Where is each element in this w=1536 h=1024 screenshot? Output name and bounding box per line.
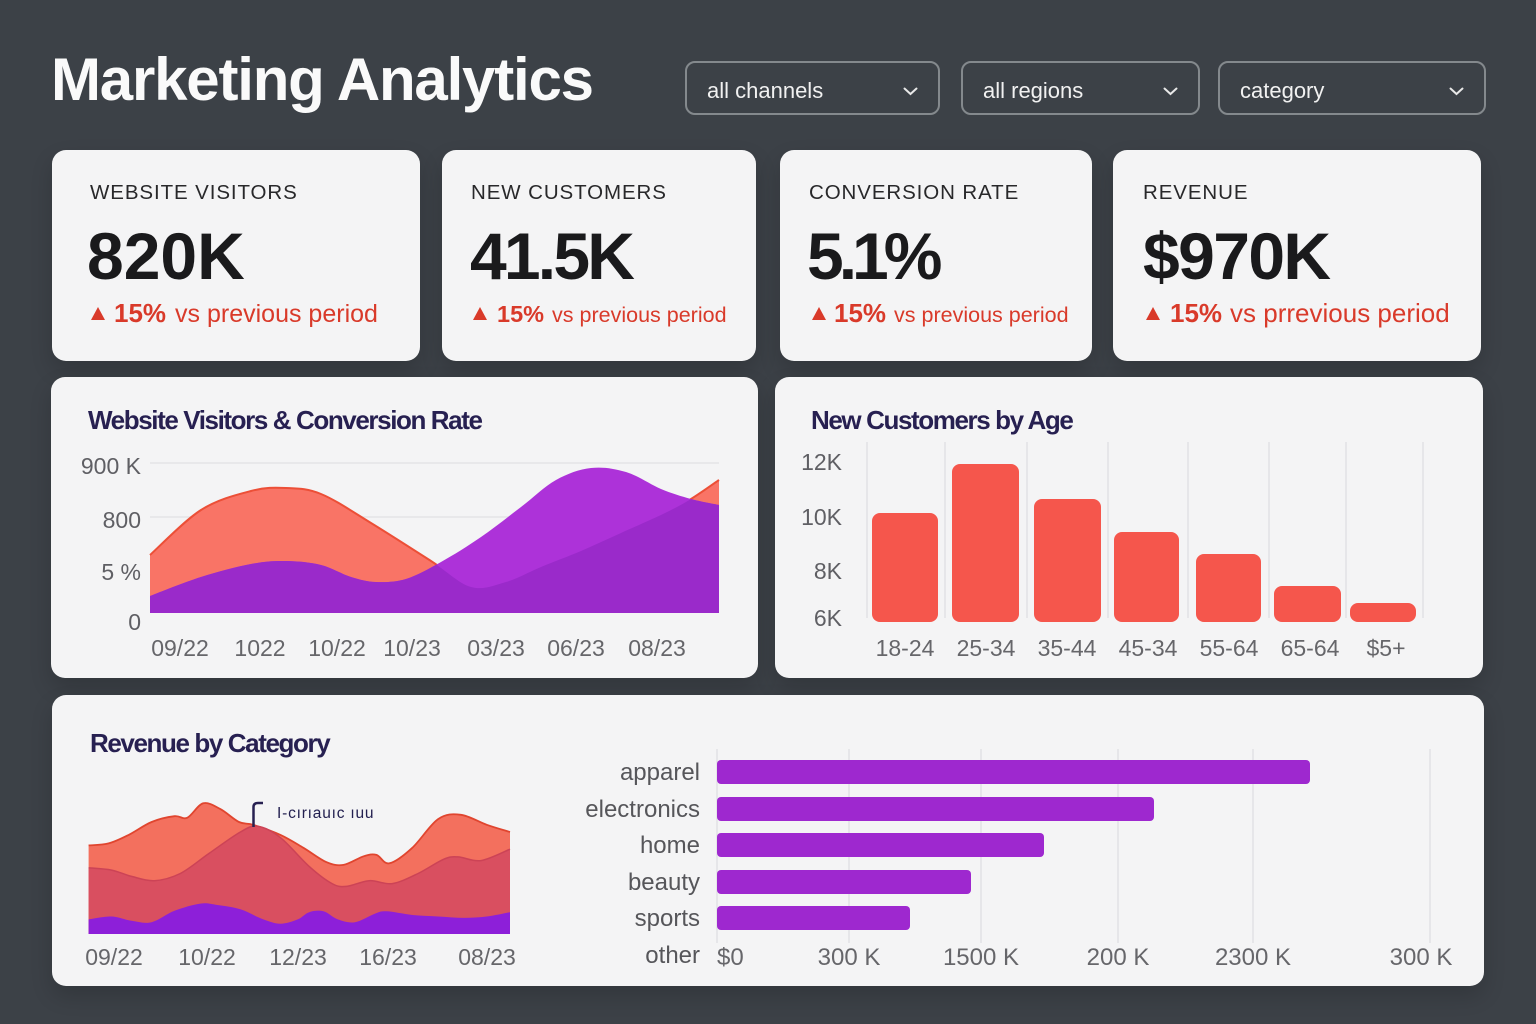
svg-text:I-cırıauıc ıuu: I-cırıauıc ıuu — [277, 805, 374, 822]
svg-text:06/23: 06/23 — [547, 635, 605, 661]
svg-text:$0: $0 — [717, 944, 744, 971]
svg-text:home: home — [640, 832, 700, 859]
svg-text:25-34: 25-34 — [957, 635, 1016, 661]
svg-text:200 K: 200 K — [1087, 944, 1150, 971]
svg-text:0: 0 — [128, 609, 141, 635]
svg-text:$5+: $5+ — [1366, 635, 1405, 661]
svg-text:300 K: 300 K — [1390, 944, 1453, 971]
svg-text:900 K: 900 K — [81, 453, 142, 479]
svg-text:35-44: 35-44 — [1038, 635, 1097, 661]
svg-text:12/23: 12/23 — [269, 944, 327, 970]
svg-text:6K: 6K — [814, 605, 843, 631]
svg-text:8K: 8K — [814, 558, 843, 584]
svg-text:apparel: apparel — [620, 759, 700, 786]
svg-text:12K: 12K — [801, 449, 843, 475]
svg-text:55-64: 55-64 — [1200, 635, 1259, 661]
svg-text:09/22: 09/22 — [151, 635, 209, 661]
svg-text:65-64: 65-64 — [1281, 635, 1340, 661]
svg-text:18-24: 18-24 — [876, 635, 935, 661]
svg-text:sports: sports — [635, 905, 700, 932]
svg-text:10/22: 10/22 — [178, 944, 236, 970]
svg-text:16/23: 16/23 — [359, 944, 417, 970]
svg-text:1022: 1022 — [234, 635, 285, 661]
svg-text:800: 800 — [103, 507, 141, 533]
svg-text:08/23: 08/23 — [628, 635, 686, 661]
svg-text:300 K: 300 K — [818, 944, 881, 971]
svg-text:other: other — [645, 942, 700, 969]
svg-text:beauty: beauty — [628, 869, 700, 896]
svg-text:10/22: 10/22 — [308, 635, 366, 661]
svg-text:1500 K: 1500 K — [943, 944, 1019, 971]
svg-text:10/23: 10/23 — [383, 635, 441, 661]
svg-text:08/23: 08/23 — [458, 944, 516, 970]
svg-text:03/23: 03/23 — [467, 635, 525, 661]
svg-text:electronics: electronics — [585, 796, 700, 823]
svg-text:2300 K: 2300 K — [1215, 944, 1291, 971]
svg-text:10K: 10K — [801, 504, 843, 530]
svg-text:09/22: 09/22 — [85, 944, 143, 970]
svg-text:5 %: 5 % — [101, 559, 141, 585]
svg-text:45-34: 45-34 — [1119, 635, 1178, 661]
